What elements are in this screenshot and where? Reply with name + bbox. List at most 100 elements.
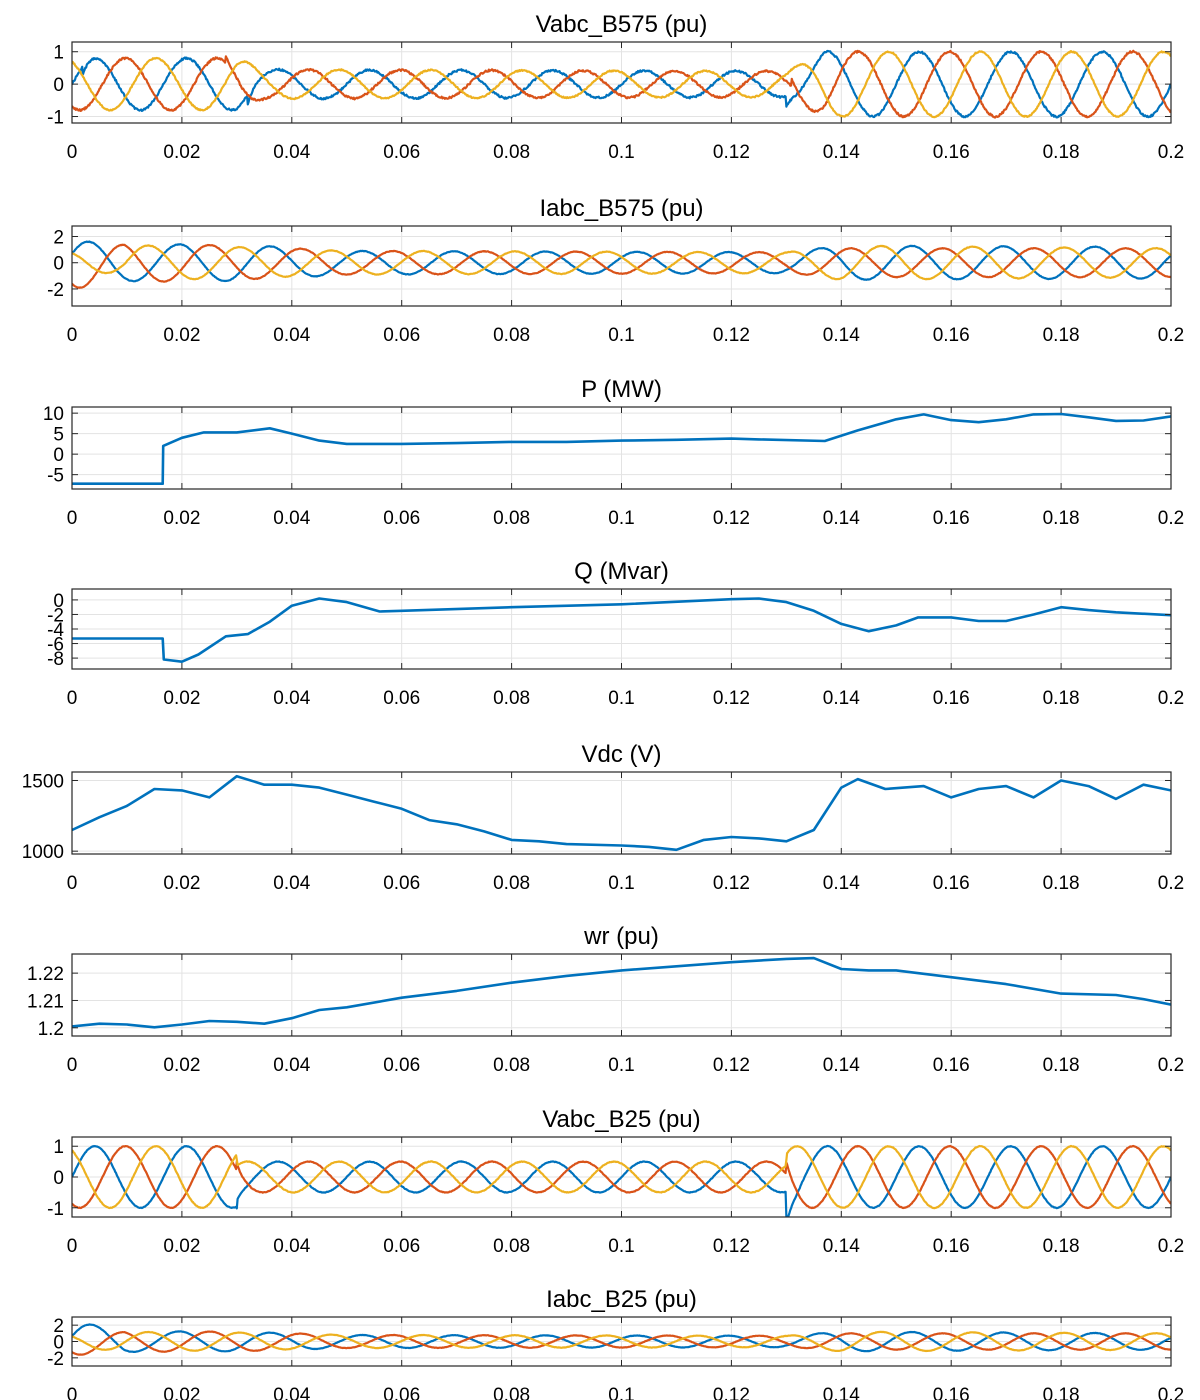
x-tick-label: 0.08 [493,1385,530,1400]
x-tick-label: 0 [67,142,78,163]
x-tick-label: 0.16 [933,142,970,163]
chart-title: Iabc_B25 (pu) [546,1286,697,1313]
y-tick-label: -2 [47,605,64,626]
x-tick-label: 0.04 [273,688,310,709]
x-tick-label: 0.16 [933,325,970,346]
x-tick-label: 0.08 [493,1236,530,1257]
x-tick-label: 0.2 [1158,142,1184,163]
x-tick-label: 0.16 [933,873,970,894]
chart-title: wr (pu) [583,923,659,950]
series-line-1 [72,597,1171,663]
series-line-2 [72,1330,1171,1356]
y-tick-label: 1.22 [27,964,64,985]
series-line-2 [72,1144,1171,1210]
x-tick-label: 0.1 [608,1385,634,1400]
series-group [72,49,1171,119]
subplot-8: 0 0.02 0.04 0.06 0.08 0.1 0.12 0.14 0.16 0.18 0.2 -… [47,1286,1184,1400]
series-line-2 [72,49,1171,119]
x-tick-label: 0.1 [608,142,634,163]
subplot-2: 0 0.02 0.04 0.06 0.08 0.1 0.12 0.14 0.16 0.18 0.2 -… [47,195,1184,346]
x-tick-label: 0.02 [163,1055,200,1076]
x-tick-label: 0.18 [1043,873,1080,894]
x-tick-label: 0.06 [383,1055,420,1076]
x-tick-label: 0.04 [273,325,310,346]
x-tick-label: 0.1 [608,325,634,346]
series-group [72,774,1171,852]
series-group [72,1323,1171,1356]
series-group [72,956,1171,1029]
y-tick-label: -1 [47,108,64,129]
x-tick-label: 0.12 [713,142,750,163]
subplot-5: 0 0.02 0.04 0.06 0.08 0.1 0.12 0.14 0.16 0.18 0.2 1… [22,741,1184,894]
x-tick-label: 0.08 [493,508,530,529]
x-tick-label: 0.14 [823,1055,860,1076]
chart-title: Q (Mvar) [574,558,669,585]
x-tick-label: 0.08 [493,325,530,346]
y-tick-label: -1 [47,1199,64,1220]
x-tick-label: 0.02 [163,508,200,529]
y-tick-label: -6 [47,635,64,656]
subplot-4: 0 0.02 0.04 0.06 0.08 0.1 0.12 0.14 0.16 0.18 0.2 -… [47,558,1184,709]
chart-title: Vabc_B25 (pu) [542,1106,700,1133]
x-tick-label: 0.02 [163,1385,200,1400]
x-tick-label: 0.18 [1043,508,1080,529]
x-tick-label: 0.18 [1043,1236,1080,1257]
x-tick-label: 0 [67,688,78,709]
x-tick-label: 0.12 [713,508,750,529]
x-tick-label: 0.08 [493,873,530,894]
x-tick-label: 0 [67,1236,78,1257]
series-line-1 [72,412,1171,485]
subplot-6: 0 0.02 0.04 0.06 0.08 0.1 0.12 0.14 0.16 0.18 0.2 1… [27,923,1184,1076]
x-tick-label: 0 [67,1385,78,1400]
x-tick-label: 0.2 [1158,1055,1184,1076]
y-tick-label: 1000 [22,842,64,863]
x-tick-label: 0.06 [383,873,420,894]
x-tick-label: 0.02 [163,873,200,894]
y-tick-label: 2 [53,1316,64,1337]
x-tick-label: 0.18 [1043,688,1080,709]
y-tick-label: -8 [47,649,64,670]
x-tick-label: 0 [67,873,78,894]
x-tick-label: 0.02 [163,1236,200,1257]
x-tick-label: 0.14 [823,873,860,894]
y-tick-label: -4 [47,620,64,641]
y-tick-label: 0 [53,75,64,96]
x-tick-label: 0.2 [1158,1385,1184,1400]
x-tick-label: 0.14 [823,1385,860,1400]
y-tick-label: 0 [53,445,64,466]
subplot-7: 0 0.02 0.04 0.06 0.08 0.1 0.12 0.14 0.16 0.18 0.2 -… [47,1106,1184,1257]
y-tick-label: 10 [43,404,64,425]
x-tick-label: 0.18 [1043,1055,1080,1076]
x-tick-label: 0.1 [608,688,634,709]
x-tick-label: 0 [67,1055,78,1076]
y-tick-label: 5 [53,425,64,446]
x-tick-label: 0.1 [608,508,634,529]
x-tick-label: 0.2 [1158,873,1184,894]
x-tick-label: 0.04 [273,1055,310,1076]
x-tick-label: 0.18 [1043,1385,1080,1400]
x-tick-label: 0.04 [273,508,310,529]
series-line-3 [72,1144,1171,1210]
x-tick-label: 0.16 [933,508,970,529]
x-tick-label: 0.1 [608,873,634,894]
y-tick-label: 0 [53,591,64,612]
x-tick-label: 0.04 [273,1385,310,1400]
x-tick-label: 0.12 [713,1055,750,1076]
x-tick-label: 0.06 [383,142,420,163]
subplot-1: 0 0.02 0.04 0.06 0.08 0.1 0.12 0.14 0.16 0.18 0.2 -… [47,11,1184,163]
series-line-1 [72,49,1171,119]
y-tick-label: -2 [47,280,64,301]
x-tick-label: 0.16 [933,1055,970,1076]
y-tick-label: 0 [53,1333,64,1354]
x-tick-label: 0.02 [163,142,200,163]
x-tick-label: 0.16 [933,688,970,709]
series-line-3 [72,1330,1171,1353]
x-tick-label: 0.04 [273,873,310,894]
x-tick-label: 0.12 [713,1385,750,1400]
y-tick-label: 1.2 [38,1019,64,1040]
chart-title: Vabc_B575 (pu) [536,11,708,38]
x-tick-label: 0.08 [493,142,530,163]
chart-title: Vdc (V) [581,741,661,768]
y-tick-label: 1500 [22,771,64,792]
x-tick-label: 0.18 [1043,142,1080,163]
